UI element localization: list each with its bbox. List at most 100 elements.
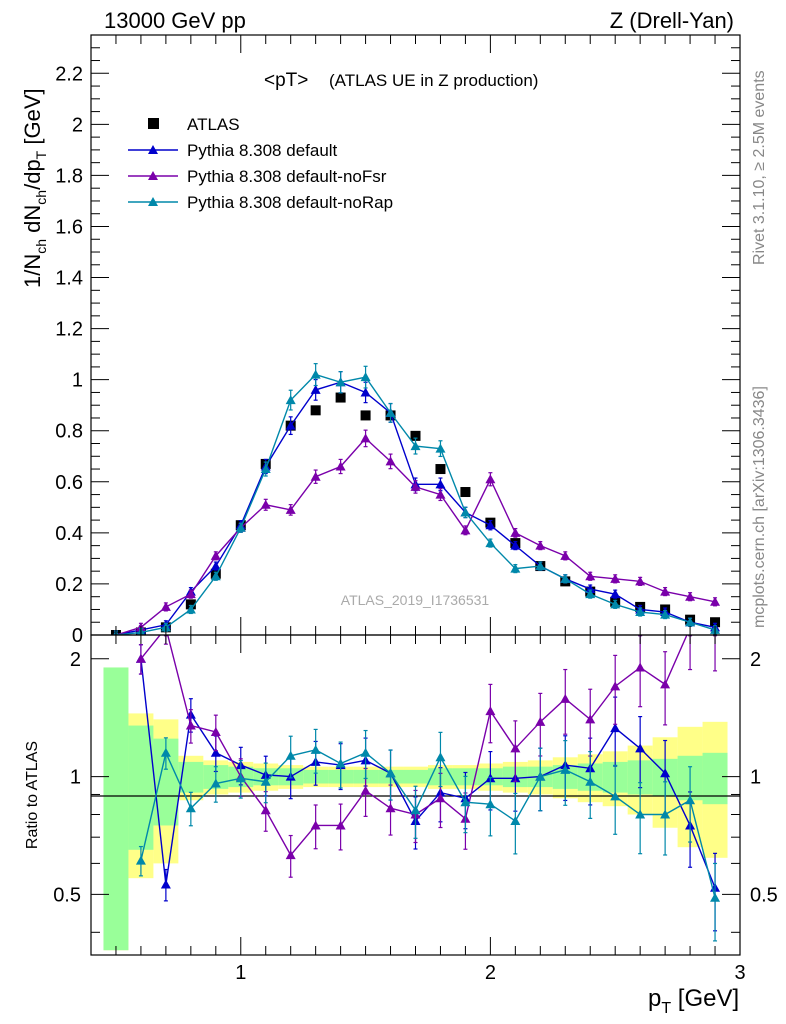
y-tick-label: 1.8 xyxy=(55,165,83,187)
x-tick-label: 3 xyxy=(734,962,745,984)
ratio-marker xyxy=(585,714,596,724)
series-marker xyxy=(610,589,621,599)
legend-entry: ATLAS xyxy=(148,115,240,134)
ratio-y-tick-label: 0.5 xyxy=(53,884,81,906)
series-marker xyxy=(560,573,571,583)
series-marker xyxy=(435,479,446,489)
series-marker xyxy=(410,481,421,491)
main-series-3 xyxy=(113,363,721,635)
ratio-marker xyxy=(285,750,296,760)
atlas-data-point xyxy=(435,464,446,475)
series-marker xyxy=(660,586,671,596)
ratio-marker xyxy=(660,768,671,778)
y-tick-label: 0 xyxy=(72,625,83,647)
series-marker xyxy=(685,617,696,627)
y-tick-label: 0.2 xyxy=(55,574,83,596)
atlas-data-point xyxy=(410,430,421,441)
legend: ATLAS Pythia 8.308 default Pythia 8.308 de… xyxy=(128,115,393,212)
ratio-marker xyxy=(185,803,196,813)
series-marker xyxy=(510,563,521,573)
ratio-marker xyxy=(485,706,496,716)
ratio-marker xyxy=(510,743,521,753)
series-marker xyxy=(610,599,621,609)
legend-label: Pythia 8.308 default-noRap xyxy=(187,193,393,212)
ratio-marker xyxy=(585,776,596,786)
series-marker xyxy=(260,499,271,509)
xlabel: pT [GeV] xyxy=(648,985,739,1017)
ratio-marker xyxy=(610,681,621,691)
ratio-marker xyxy=(710,892,721,902)
series-marker xyxy=(285,395,296,405)
series-marker xyxy=(435,443,446,453)
legend-label: Pythia 8.308 default-noFsr xyxy=(187,167,387,186)
ratio-marker xyxy=(360,747,371,757)
ratio-marker xyxy=(185,720,196,730)
analysis-watermark: ATLAS_2019_I1736531 xyxy=(341,592,490,608)
y-tick-label: 1.6 xyxy=(55,216,83,238)
ratio-marker xyxy=(235,773,246,783)
series-marker xyxy=(610,573,621,583)
series-marker xyxy=(360,433,371,443)
ratio-marker xyxy=(335,758,346,768)
legend-label: Pythia 8.308 default xyxy=(187,141,338,160)
ratio-marker xyxy=(560,693,571,703)
atlas-data-point xyxy=(460,487,471,498)
y-tick-label: 0.4 xyxy=(55,523,83,545)
ratio-marker xyxy=(135,855,146,865)
ratio-y-tick-label: 2 xyxy=(70,649,81,671)
series-marker xyxy=(185,589,196,599)
series-marker xyxy=(535,540,546,550)
ratio-marker xyxy=(310,744,321,754)
y-tick-label: 0.6 xyxy=(55,472,83,494)
atlas-data-point xyxy=(185,599,196,610)
series-marker xyxy=(310,369,321,379)
ylabel-ratio: Ratio to ATLAS xyxy=(24,741,41,849)
mcplots-label: mcplots.cern.ch [arXiv:1306.3436] xyxy=(751,386,768,628)
header-right: Z (Drell-Yan) xyxy=(610,8,734,33)
legend-marker xyxy=(148,197,158,206)
ratio-series-1 xyxy=(135,635,718,878)
series-marker xyxy=(410,441,421,451)
ratio-marker xyxy=(685,795,696,805)
svg-text:pT [GeV]: pT [GeV] xyxy=(648,985,739,1017)
series-marker xyxy=(310,471,321,481)
ratio-y-tick-label-right: 1 xyxy=(750,767,761,789)
series-marker xyxy=(585,589,596,599)
series-marker xyxy=(585,584,596,594)
ratio-marker xyxy=(210,726,221,736)
ratio-marker xyxy=(535,716,546,726)
series-marker xyxy=(510,527,521,537)
svg-text:1/Nch dNch/dpT [GeV]: 1/Nch dNch/dpT [GeV] xyxy=(20,88,49,288)
ratio-marker xyxy=(435,793,446,803)
x-tick-label: 1 xyxy=(235,962,246,984)
ratio-marker xyxy=(135,653,146,663)
ratio-marker xyxy=(610,791,621,801)
ratio-marker xyxy=(435,752,446,762)
series-marker xyxy=(285,420,296,430)
axis-ticks: 0 0.2 0.4 0.6 0.8 1 1.2 1.4 1.6 1.8 2 2.2 1 2 3 0.5 0.5 1… xyxy=(53,34,778,984)
ratio-marker xyxy=(210,778,221,788)
ratio-band-inner xyxy=(128,725,154,850)
svg-text:<pT>: <pT> xyxy=(264,70,308,91)
series-marker xyxy=(485,538,496,548)
series-marker xyxy=(210,550,221,560)
plot-title: <pT> (ATLAS UE in Z production) xyxy=(264,70,538,91)
ratio-marker xyxy=(385,803,396,813)
y-tick-label: 0.8 xyxy=(55,421,83,443)
series-marker xyxy=(260,464,271,474)
header-left: 13000 GeV pp xyxy=(104,8,246,33)
series-marker xyxy=(210,561,221,571)
series-marker xyxy=(435,489,446,499)
y-tick-label: 1.4 xyxy=(55,268,83,290)
ratio-marker xyxy=(160,747,171,757)
atlas-data-point xyxy=(710,617,721,628)
x-tick-label: 2 xyxy=(485,962,496,984)
series-marker xyxy=(210,571,221,581)
series-marker xyxy=(335,461,346,471)
ratio-marker xyxy=(335,820,346,830)
atlas-data-point xyxy=(310,405,321,416)
ratio-band-inner xyxy=(403,769,428,784)
ratio-y-tick-label-right: 2 xyxy=(750,649,761,671)
series-marker xyxy=(385,407,396,417)
